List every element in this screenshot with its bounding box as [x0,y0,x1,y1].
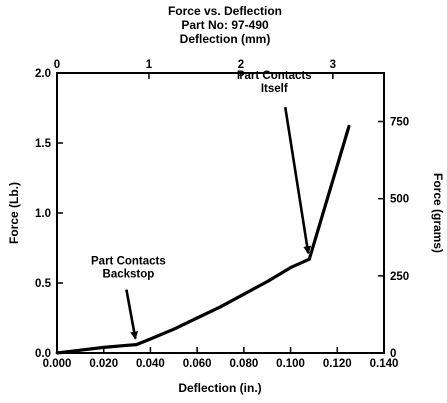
series-line [56,125,351,355]
data-point [242,292,246,296]
axis-ticks: 0.000 0.020 0.040 0.060 0.080 0.100 0.120 0.140… [35,59,409,370]
x2-tick-label: 0 [54,59,60,71]
data-point [195,316,199,320]
x-axis-label: Deflection (in.) [178,381,261,395]
chart-subtitle: Part No: 97-490 [181,18,269,32]
y2-tick-label: 0 [390,348,396,360]
x-tick-label: 0.060 [183,358,212,370]
data-point [219,305,222,309]
series-group [55,124,351,355]
x2-tick-label: 3 [330,59,336,71]
annotation-label: Part Contacts [237,70,312,82]
chart-title: Force vs. Deflection [168,4,282,18]
y-tick-label: 1.0 [35,208,51,220]
data-point [78,348,82,352]
y-tick-label: 0.0 [35,348,51,360]
y2-tick-label: 250 [390,271,409,283]
y2-axis-label: Force (grams) [431,173,445,253]
data-point [102,346,106,349]
x2-tick-label: 2 [238,59,244,71]
x-tick-label: 0.100 [276,358,305,370]
x-tick-label: 0.120 [323,358,352,370]
data-point [347,124,351,128]
y-tick-label: 2.0 [35,68,51,80]
data-point [289,266,292,269]
y2-tick-label: 500 [390,194,409,206]
data-point [265,280,269,283]
y-tick-label: 1.5 [35,138,52,150]
data-point [135,343,138,346]
y-tick-label: 0.5 [35,278,52,290]
annotation-arrow [125,289,139,340]
y2-tick-label: 750 [390,117,409,129]
annotation-label: Itself [261,83,288,95]
data-point [172,327,176,331]
plot-frame [56,72,385,354]
x-tick-label: 0.080 [229,358,258,370]
data-point [149,337,152,341]
top-axis-label: Deflection (mm) [180,32,271,46]
x-tick-label: 0.040 [136,358,165,370]
annotation-label: Backstop [103,269,155,281]
x-tick-label: 0.000 [43,358,72,370]
data-point [55,351,59,355]
annotation-arrow [283,106,312,255]
annotation-label: Part Contacts [91,256,166,268]
x2-tick-label: 1 [146,59,153,71]
data-point [125,343,129,347]
data-point [307,257,311,261]
x-tick-label: 0.140 [370,358,399,370]
x-tick-label: 0.020 [89,358,118,370]
y-axis-label: Force (Lb.) [7,182,21,244]
